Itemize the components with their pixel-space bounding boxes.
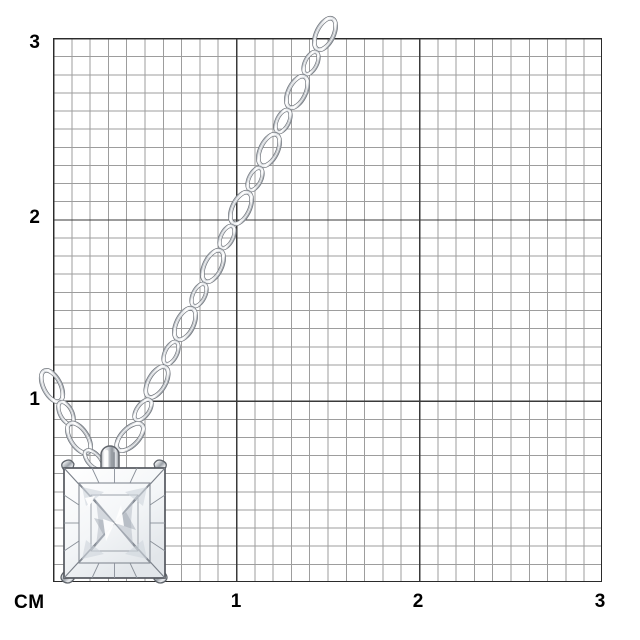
y-tick-label-2: 2 [29, 207, 40, 228]
x-tick-label-2: 2 [412, 591, 424, 612]
y-tick-label-3: 3 [29, 32, 40, 53]
y-tick-label-1: 1 [29, 389, 40, 410]
unit-label-cm: CM [14, 592, 45, 613]
measurement-grid [53, 38, 602, 582]
x-tick-label-3: 3 [594, 591, 606, 612]
x-tick-label-1: 1 [230, 591, 242, 612]
grid-frame-border [53, 38, 602, 582]
